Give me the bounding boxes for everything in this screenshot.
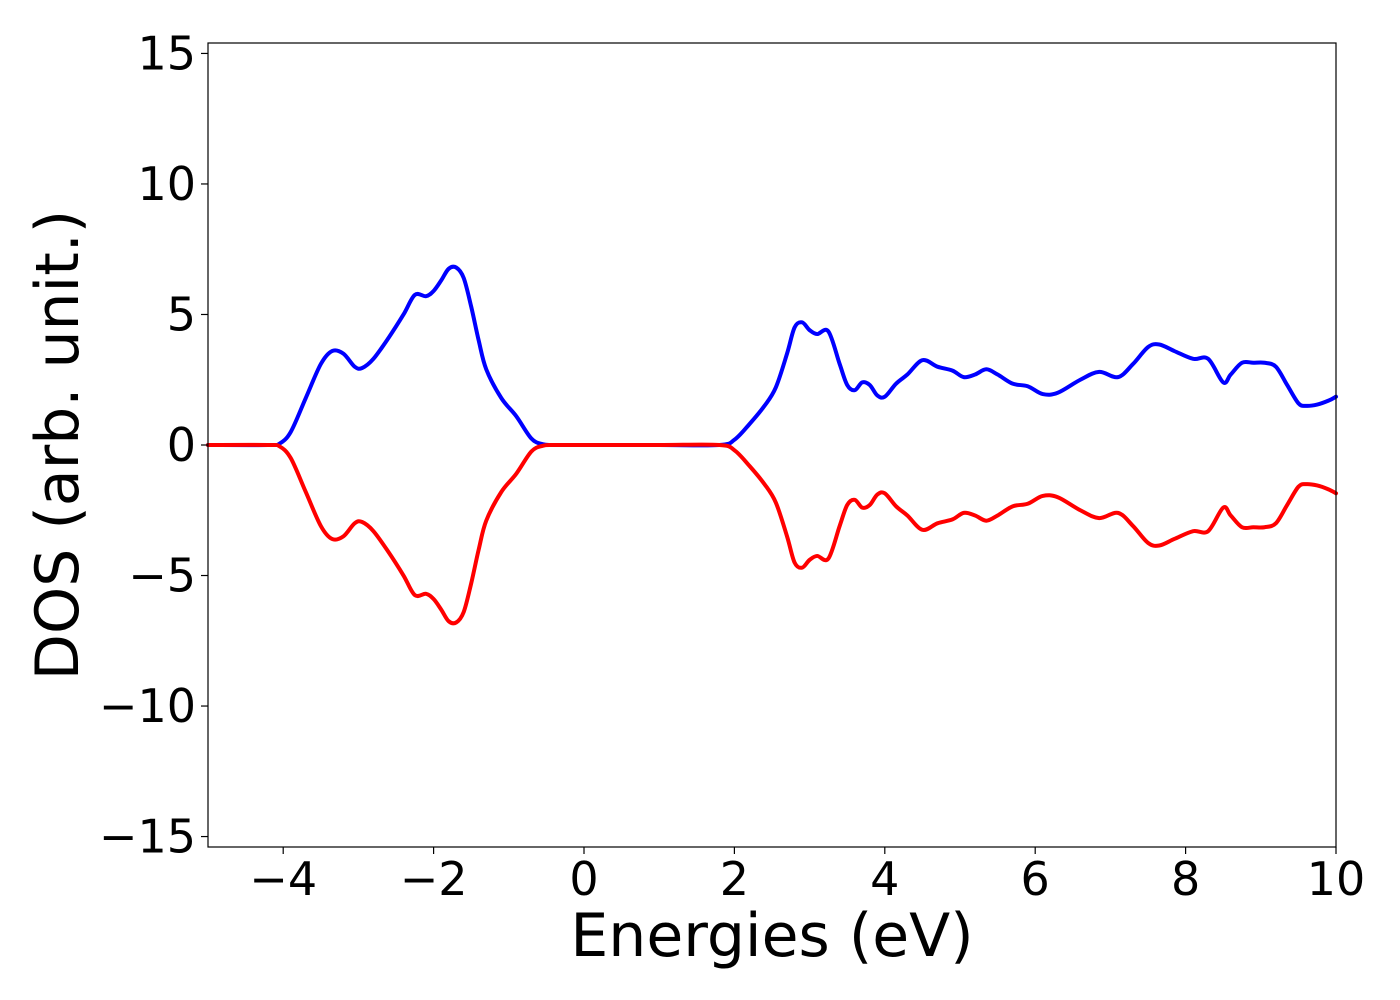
y-tick-label: 10 (137, 157, 196, 211)
x-axis: −4 −2 0 2 4 6 8 10 (249, 847, 1365, 906)
x-tick-label: 0 (569, 852, 598, 906)
series-layer (206, 264, 1338, 626)
x-axis-label: Energies (eV) (570, 901, 973, 971)
y-tick-label: 5 (167, 287, 196, 341)
y-axis-label: DOS (arb. unit.) (23, 210, 93, 680)
x-tick-label: 10 (1307, 852, 1366, 906)
x-tick-label: 8 (1171, 852, 1200, 906)
x-tick-label: 4 (870, 852, 899, 906)
series-line-1 (206, 442, 1338, 626)
series-line-0 (206, 264, 1338, 448)
y-tick-label: −15 (99, 810, 196, 864)
y-tick-label: −10 (99, 679, 196, 733)
x-tick-label: 2 (720, 852, 749, 906)
y-tick-label: 15 (137, 26, 196, 80)
x-tick-label: −2 (400, 852, 468, 906)
y-axis: −15 −10 −5 0 5 10 15 (99, 26, 208, 864)
x-tick-label: 6 (1021, 852, 1050, 906)
y-tick-label: −5 (128, 549, 196, 603)
x-tick-label: −4 (249, 852, 317, 906)
y-tick-label: 0 (167, 418, 196, 472)
